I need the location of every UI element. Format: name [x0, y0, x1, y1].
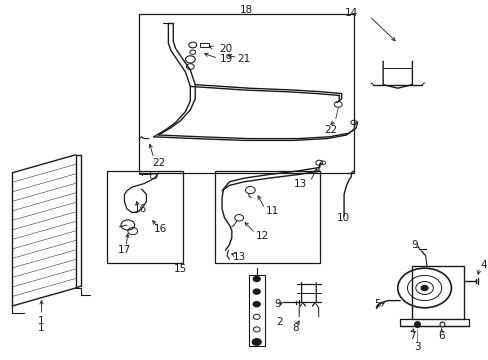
Bar	[200, 43, 208, 47]
Circle shape	[253, 302, 260, 307]
Text: 16: 16	[153, 224, 166, 234]
Bar	[214, 171, 319, 263]
Text: 8: 8	[291, 323, 298, 333]
Text: 1: 1	[38, 316, 45, 326]
Text: 3: 3	[413, 342, 420, 352]
Text: 13: 13	[294, 179, 307, 189]
Text: 9: 9	[411, 240, 417, 250]
Text: 11: 11	[265, 206, 279, 216]
Circle shape	[253, 289, 260, 294]
Text: 19: 19	[219, 54, 232, 64]
Text: 15: 15	[174, 264, 187, 274]
Text: 7: 7	[408, 331, 415, 341]
Bar	[248, 275, 264, 346]
Text: 10: 10	[336, 213, 349, 223]
Circle shape	[420, 285, 427, 291]
Circle shape	[252, 339, 261, 345]
Text: 13: 13	[232, 252, 245, 262]
Circle shape	[253, 276, 260, 282]
Bar	[139, 14, 353, 173]
Text: 22: 22	[152, 158, 165, 168]
Text: 22: 22	[324, 125, 337, 135]
Text: 4: 4	[480, 260, 487, 270]
Text: 9: 9	[273, 299, 280, 309]
Bar	[107, 171, 183, 263]
Text: 12: 12	[256, 231, 269, 241]
Text: 16: 16	[134, 204, 147, 214]
Bar	[139, 171, 149, 174]
Text: 20: 20	[219, 44, 232, 54]
Text: 14: 14	[344, 8, 357, 18]
Text: 2: 2	[275, 317, 282, 327]
Bar	[411, 266, 463, 319]
Text: 6: 6	[437, 331, 444, 341]
Text: 18: 18	[239, 5, 253, 15]
Text: 5: 5	[373, 299, 380, 309]
Text: 17: 17	[118, 245, 131, 255]
Text: 1: 1	[38, 323, 45, 333]
Text: 21: 21	[237, 54, 250, 64]
